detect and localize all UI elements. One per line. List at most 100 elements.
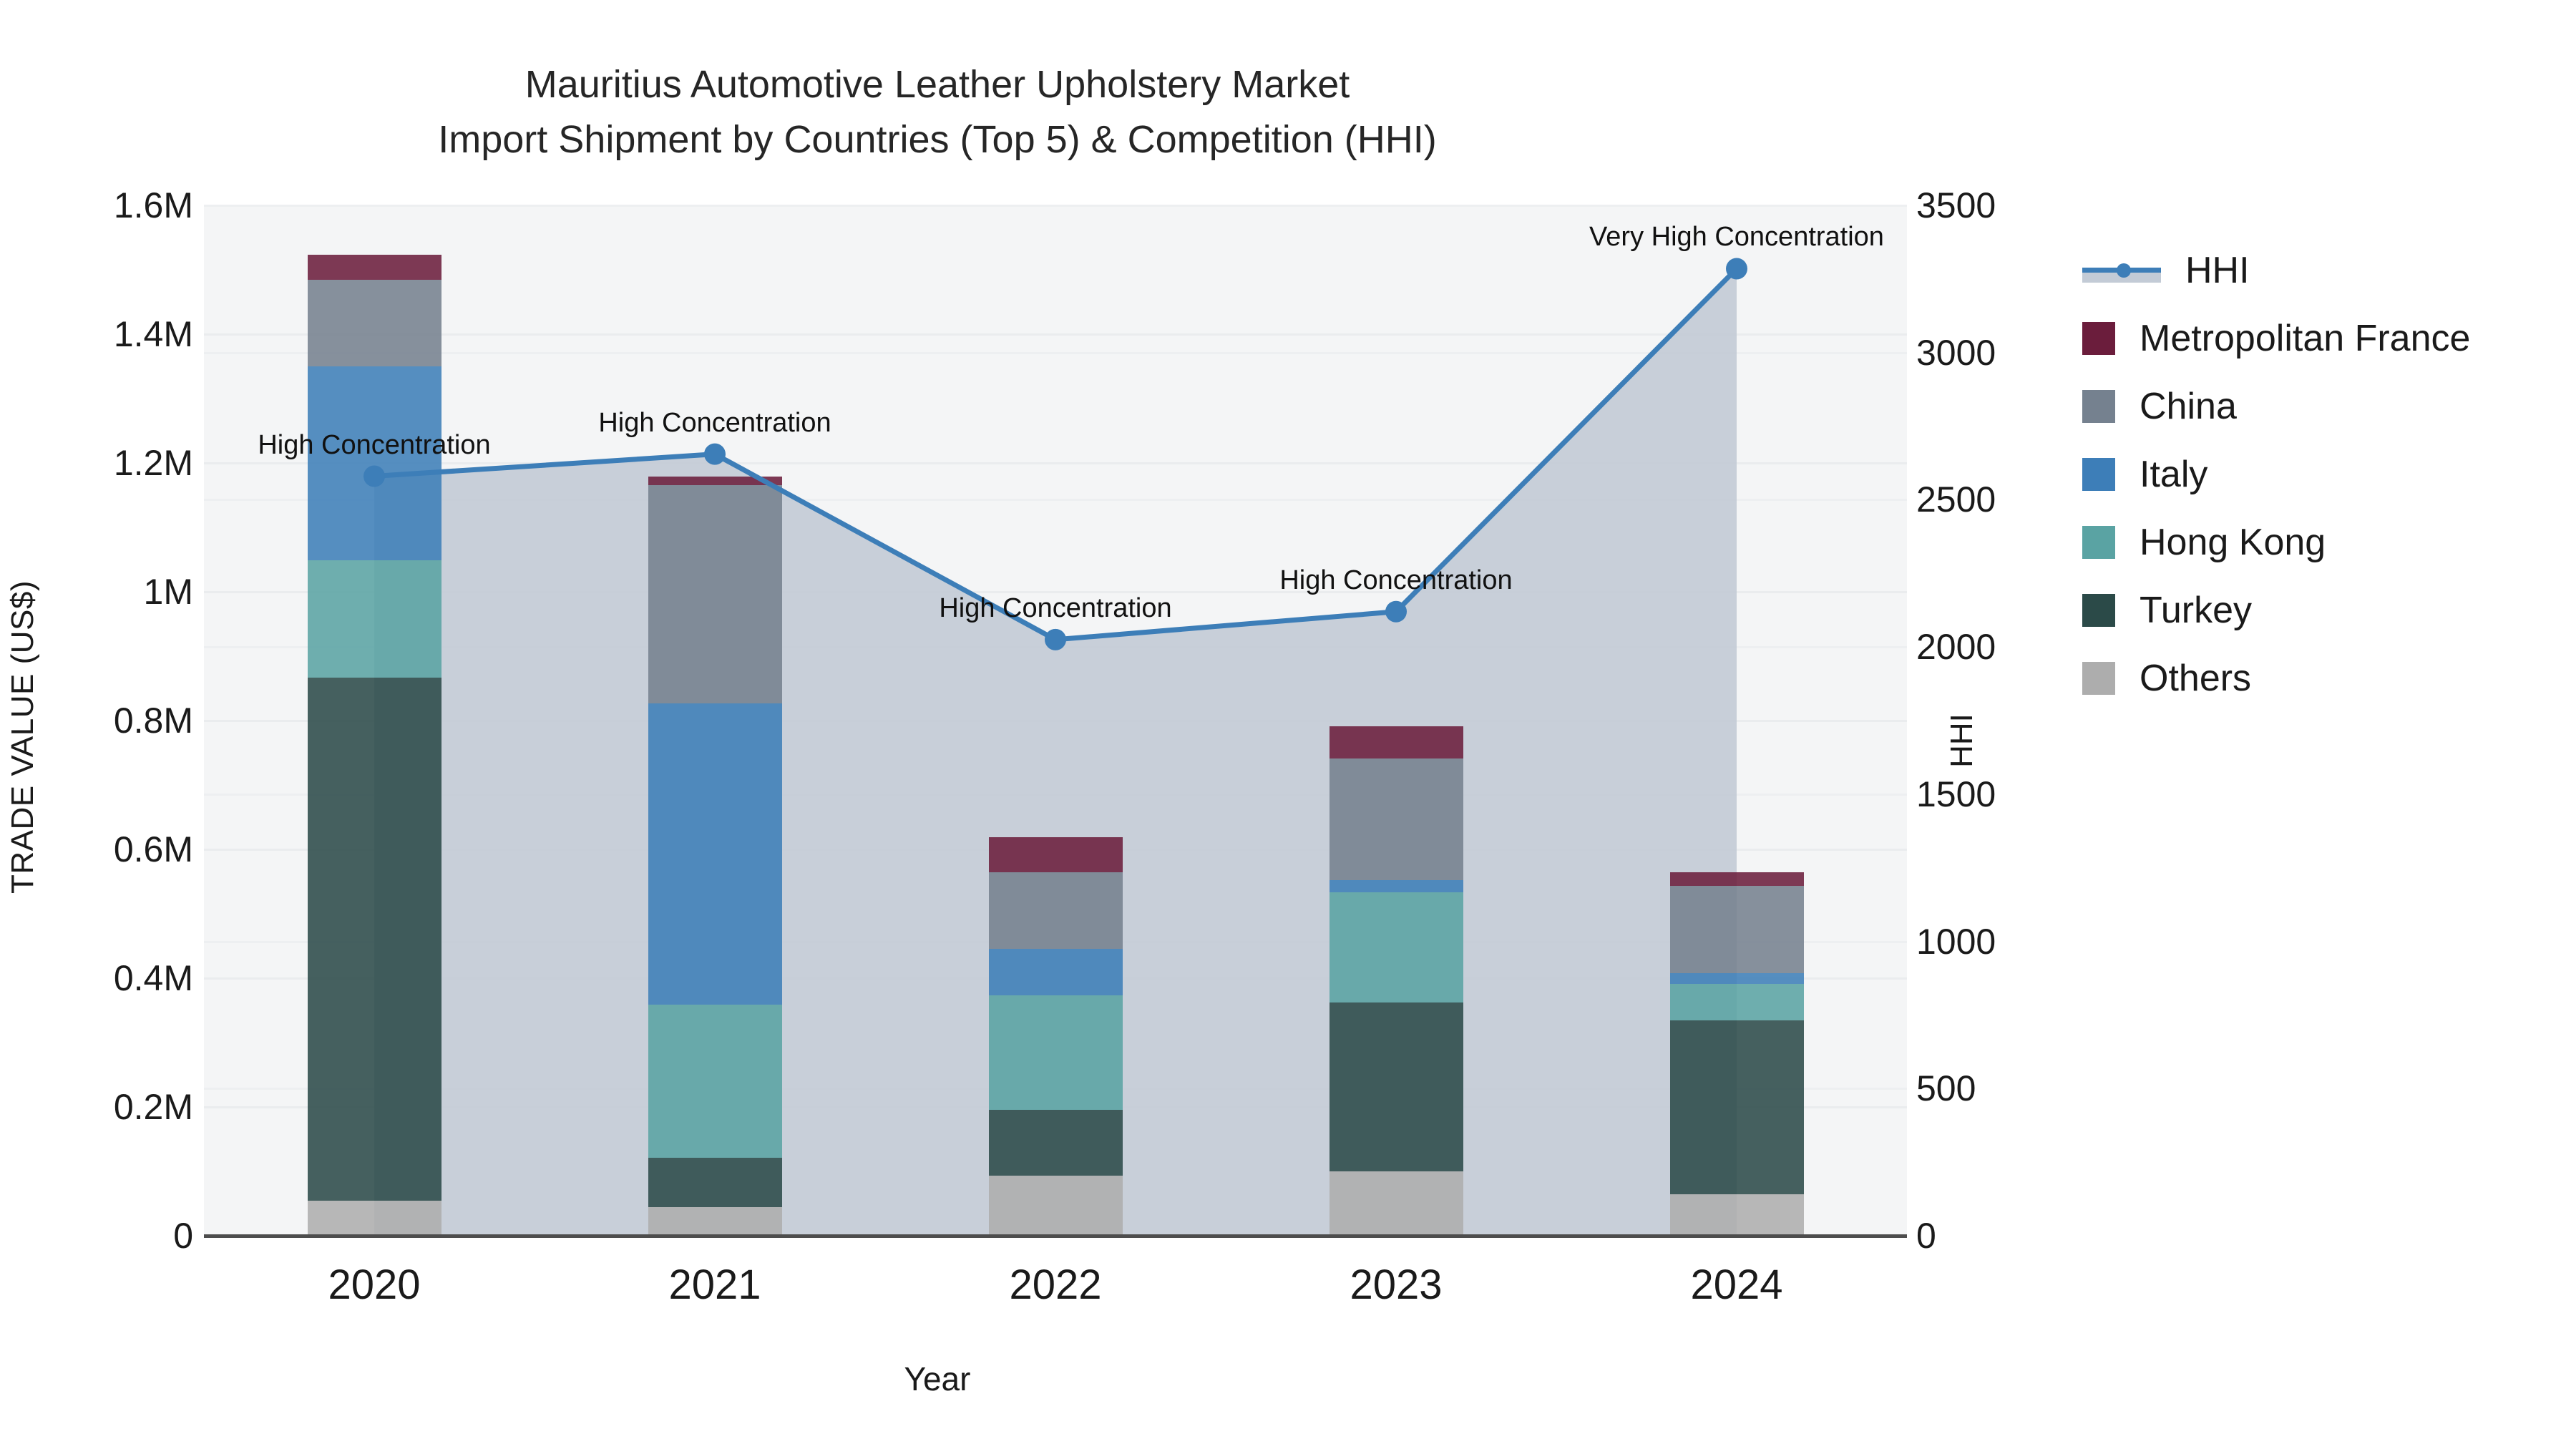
hhi-point-annotation: High Concentration: [258, 429, 491, 460]
legend-item-label: Hong Kong: [2140, 521, 2326, 563]
bar-segment[interactable]: [1669, 984, 1804, 1020]
bar-segment[interactable]: [648, 484, 782, 703]
legend-line-marker-icon: [2082, 254, 2161, 287]
legend-item-label: Italy: [2140, 453, 2208, 495]
legend-marker-dot-icon: [2117, 263, 2131, 278]
bar-segment[interactable]: [648, 703, 782, 1005]
legend-item[interactable]: Metropolitan France: [2082, 304, 2569, 372]
hhi-data-point[interactable]: [1045, 628, 1066, 650]
bar-segment[interactable]: [307, 677, 441, 1201]
bar-segment[interactable]: [1329, 1002, 1463, 1172]
bar-segment[interactable]: [1329, 758, 1463, 881]
bar-stack[interactable]: [307, 255, 441, 1236]
bar-segment[interactable]: [988, 836, 1123, 873]
x-axis-tick-label: 2024: [1690, 1262, 1783, 1308]
legend-item-label: HHI: [2185, 249, 2250, 291]
hhi-data-point[interactable]: [704, 443, 726, 465]
hhi-data-point[interactable]: [1726, 258, 1747, 280]
bar-stack[interactable]: [1329, 726, 1463, 1236]
y-axis-right-tick-label: 2500: [1916, 479, 1996, 520]
hhi-line-overlay: [364, 258, 1747, 650]
hhi-point-annotation: High Concentration: [939, 592, 1172, 623]
legend-area-swatch: [2082, 272, 2161, 283]
hhi-data-point[interactable]: [1385, 600, 1407, 623]
legend-item[interactable]: Turkey: [2082, 576, 2569, 644]
y-axis-left-tick-label: 1.6M: [113, 185, 193, 225]
legend-item[interactable]: Others: [2082, 644, 2569, 712]
legend-color-swatch: [2082, 661, 2115, 695]
bar-segment[interactable]: [1669, 886, 1804, 973]
plot-inner: High Concentration High Concentration High…: [204, 205, 1907, 1236]
bar-segment[interactable]: [988, 1109, 1123, 1176]
bar-segment[interactable]: [307, 366, 441, 560]
y-axis-right-tick-label: 3000: [1916, 332, 1996, 373]
y-axis-left-tick-label: 0.6M: [113, 829, 193, 869]
bar-segment[interactable]: [1669, 872, 1804, 887]
bar-segment[interactable]: [307, 1200, 441, 1236]
y-axis-right-tick-label: 1500: [1916, 774, 1996, 814]
bar-segment[interactable]: [1669, 1194, 1804, 1236]
y-axis-left-tick-label: 0.2M: [113, 1087, 193, 1127]
legend-item[interactable]: China: [2082, 372, 2569, 440]
legend-color-swatch: [2082, 321, 2115, 355]
bar-segment[interactable]: [648, 1207, 782, 1236]
legend-color-swatch: [2082, 389, 2115, 423]
y-axis-left-tick-label: 0: [173, 1216, 193, 1256]
bar-segment[interactable]: [307, 560, 441, 678]
y-axis-left-tick-label: 0.8M: [113, 701, 193, 741]
bar-segment[interactable]: [307, 255, 441, 280]
bar-stack[interactable]: [1669, 872, 1804, 1236]
x-axis-tick-label: 2023: [1350, 1262, 1443, 1308]
gridline-right: [204, 205, 1907, 207]
bar-segment[interactable]: [988, 948, 1123, 996]
hhi-point-annotation: Very High Concentration: [1589, 222, 1884, 253]
bar-segment[interactable]: [988, 1176, 1123, 1236]
bar-segment[interactable]: [1329, 892, 1463, 1003]
legend-item[interactable]: Italy: [2082, 440, 2569, 508]
gridline: [204, 333, 1907, 336]
x-axis-title: Year: [904, 1360, 971, 1397]
bar-segment[interactable]: [988, 995, 1123, 1110]
x-axis-tick-label: 2021: [668, 1262, 761, 1308]
chart-title: Mauritius Automotive Leather Upholstery …: [0, 57, 1875, 167]
y-axis-right-tick-label: 500: [1916, 1068, 1976, 1109]
legend-color-swatch: [2082, 593, 2115, 627]
hhi-data-point[interactable]: [364, 465, 385, 487]
gridline: [204, 462, 1907, 464]
y-axis-right-tick-label: 3500: [1916, 185, 1996, 225]
bar-segment[interactable]: [1329, 726, 1463, 759]
hhi-point-annotation: High Concentration: [598, 407, 831, 438]
bar-segment[interactable]: [1329, 880, 1463, 893]
bar-stack[interactable]: [988, 836, 1123, 1236]
bar-segment[interactable]: [1669, 972, 1804, 985]
y-axis-right-title: HHI: [1944, 713, 1979, 768]
legend-item-label: Metropolitan France: [2140, 317, 2471, 359]
y-axis-left-tick-label: 1.4M: [113, 314, 193, 354]
y-axis-left-tick-label: 1M: [143, 572, 193, 612]
x-axis-tick-label: 2022: [1009, 1262, 1102, 1308]
bar-segment[interactable]: [648, 1004, 782, 1158]
legend-item[interactable]: Hong Kong: [2082, 508, 2569, 576]
legend-color-swatch: [2082, 525, 2115, 559]
legend-item-label: Others: [2140, 657, 2252, 699]
y-axis-left-title: TRADE VALUE (US$): [5, 580, 40, 894]
y-axis-right-tick-label: 2000: [1916, 627, 1996, 668]
gridline-right: [204, 351, 1907, 354]
y-axis-left-tick-label: 0.4M: [113, 958, 193, 998]
bar-segment[interactable]: [648, 1158, 782, 1208]
bar-segment[interactable]: [1669, 1020, 1804, 1194]
bar-segment[interactable]: [648, 476, 782, 485]
chart-title-line-2: Import Shipment by Countries (Top 5) & C…: [438, 117, 1437, 161]
bar-stack[interactable]: [648, 476, 782, 1236]
chart-title-line-1: Mauritius Automotive Leather Upholstery …: [525, 63, 1350, 106]
bar-segment[interactable]: [988, 872, 1123, 949]
y-axis-left-ticks: 0 0.2M 0.4M 0.6M 0.8M 1M 1.2M 1.4M 1.6M: [0, 0, 195, 1449]
hhi-line: [374, 266, 1739, 643]
gridline-right: [204, 499, 1907, 502]
x-axis-tick-label: 2020: [328, 1262, 421, 1308]
bar-segment[interactable]: [307, 280, 441, 367]
y-axis-right-tick-label: 1000: [1916, 921, 1996, 962]
legend-item[interactable]: HHI: [2082, 236, 2569, 304]
y-axis-right-ticks: 0 500 1000 1500 2000 2500 3000 3500: [1916, 0, 2102, 1449]
bar-segment[interactable]: [1329, 1171, 1463, 1236]
